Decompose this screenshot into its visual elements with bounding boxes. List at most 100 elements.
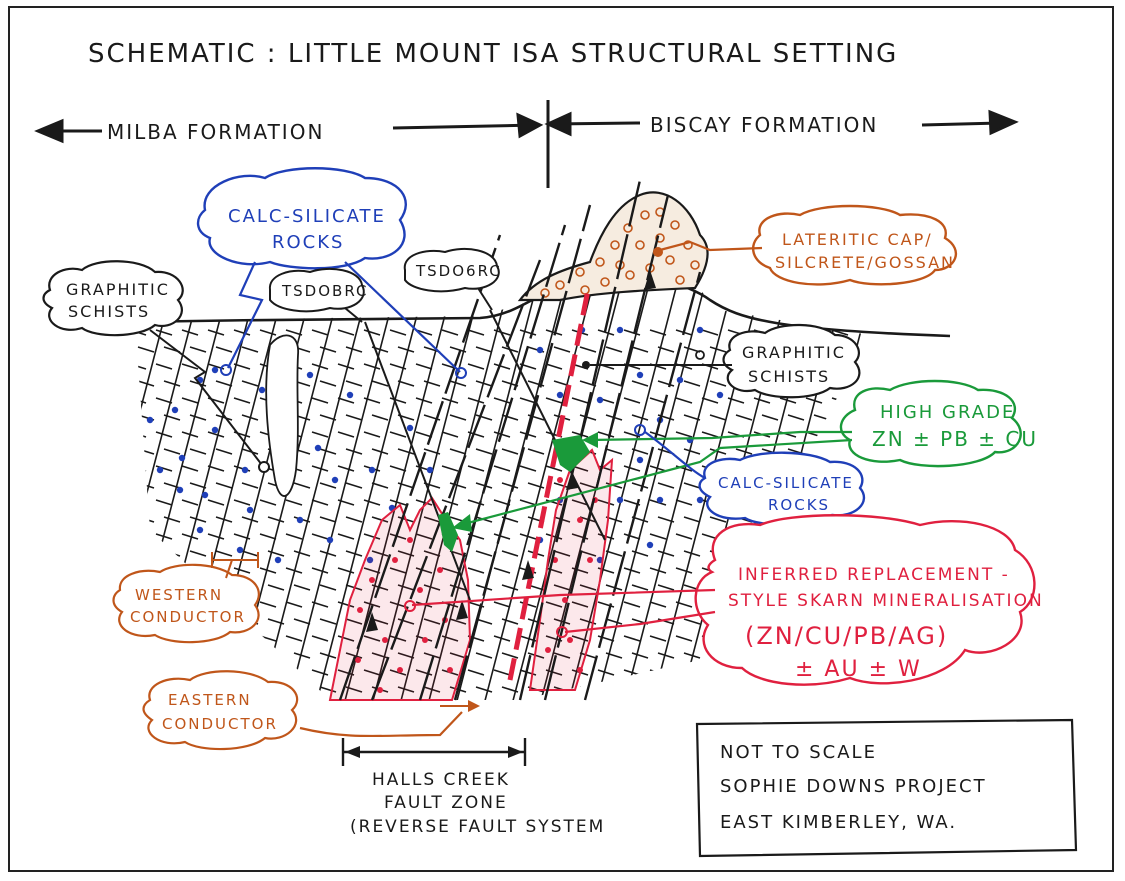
cleavage-stroke: [839, 686, 857, 693]
cleavage-stroke: [467, 499, 485, 506]
cleavage-stroke: [215, 414, 233, 421]
cleavage-stroke: [631, 346, 649, 353]
cleavage-stroke: [475, 686, 493, 693]
skarn-dot: [577, 517, 583, 523]
cleavage-stroke: [423, 380, 441, 387]
drill-1-label: TSDOBRC: [281, 282, 368, 300]
cleavage-stroke: [501, 448, 519, 455]
cleavage-stroke: [155, 533, 173, 540]
cleavage-stroke: [319, 482, 337, 489]
cleavage-stroke: [293, 686, 311, 693]
cleavage-stroke: [155, 431, 173, 438]
skarn-dot: [397, 667, 403, 673]
cleavage-stroke: [135, 499, 147, 506]
cleavage-stroke: [363, 499, 381, 506]
cleavage-stroke: [215, 346, 233, 353]
cap-circle: [655, 233, 665, 243]
cleavage-stroke: [519, 329, 537, 336]
cleavage-stroke: [267, 584, 285, 591]
cleavage-stroke: [623, 567, 641, 574]
cleavage-stroke: [135, 431, 147, 438]
cap-circle: [540, 288, 550, 298]
cleavage-stroke: [571, 635, 589, 642]
cleavage-stroke: [163, 652, 181, 659]
cleavage-stroke: [137, 380, 155, 387]
cleavage-stroke: [675, 567, 693, 574]
cleavage-stroke: [519, 669, 537, 676]
cleavage-stroke: [631, 652, 649, 659]
rock-dot: [258, 386, 266, 394]
cleavage-stroke: [319, 516, 337, 523]
calc-silicate-right-line1: CALC-SILICATE: [718, 474, 854, 492]
fault-zone-label: HALLS CREEK FAULT ZONE (REVERSE FAULT SY…: [341, 738, 603, 837]
skarn-dot: [587, 557, 593, 563]
cleavage-stroke: [181, 363, 199, 370]
cleavage-stroke: [415, 499, 433, 506]
cleavage-stroke: [163, 448, 181, 455]
cleavage-stroke: [467, 669, 485, 676]
cleavage-stroke: [501, 414, 519, 421]
cap-circle: [610, 240, 620, 250]
cleavage-stroke: [259, 329, 277, 336]
cleavage-stroke: [519, 533, 537, 540]
cap-circle: [690, 260, 700, 270]
rock-dot: [171, 406, 179, 414]
cleavage-stroke: [189, 516, 207, 523]
cleavage-stroke: [345, 516, 363, 523]
cleavage-stroke: [683, 448, 701, 455]
cleavage-stroke: [207, 431, 225, 438]
cleavage-stroke: [319, 380, 337, 387]
cleavage-stroke: [727, 669, 745, 676]
cleavage-stroke: [285, 499, 303, 506]
rock-dot: [616, 326, 624, 334]
cleavage-stroke: [709, 380, 727, 387]
cleavage-stroke: [813, 686, 831, 693]
cleavage-stroke: [449, 414, 467, 421]
cleavage-stroke: [683, 482, 701, 489]
cleavage-stroke: [449, 618, 467, 625]
cleavage-stroke: [397, 686, 415, 693]
cleavage-stroke: [545, 363, 563, 370]
cleavage-stroke: [293, 652, 311, 659]
bedding-line: [0, 180, 32, 720]
rock-dot: [636, 456, 644, 464]
cleavage-stroke: [189, 448, 207, 455]
cleavage-stroke: [709, 686, 727, 693]
cleavage-stroke: [657, 516, 675, 523]
cleavage-stroke: [649, 465, 667, 472]
cleavage-stroke: [865, 380, 870, 387]
fault-zone-line1: HALLS CREEK: [372, 770, 510, 790]
skarn-dot: [357, 607, 363, 613]
cleavage-stroke: [163, 482, 181, 489]
cleavage-stroke: [415, 431, 433, 438]
cleavage-stroke: [259, 499, 277, 506]
cleavage-stroke: [467, 329, 485, 336]
skarn-line4: ± AU ± W: [795, 657, 922, 682]
cleavage-stroke: [345, 380, 363, 387]
cleavage-stroke: [545, 465, 563, 472]
rock-dot: [196, 526, 204, 534]
cleavage-stroke: [319, 618, 337, 625]
cleavage-stroke: [285, 329, 303, 336]
cleavage-stroke: [884, 364, 900, 369]
cleavage-stroke: [337, 499, 355, 506]
cleavage-stroke: [597, 635, 615, 642]
cleavage-stroke: [675, 397, 693, 404]
cleavage-stroke: [241, 380, 259, 387]
cleavage-stroke: [527, 652, 545, 659]
cleavage-stroke: [892, 687, 908, 692]
cleavage-stroke: [761, 414, 779, 421]
cleavage-stroke: [779, 397, 797, 404]
cleavage-stroke: [501, 482, 519, 489]
cleavage-stroke: [623, 465, 641, 472]
rock-dot: [636, 371, 644, 379]
cleavage-stroke: [311, 601, 329, 608]
cleavage-stroke: [319, 414, 337, 421]
cleavage-stroke: [389, 363, 407, 370]
cleavage-stroke: [137, 550, 155, 557]
cleavage-stroke: [467, 397, 485, 404]
rock-dot: [211, 426, 219, 434]
cleavage-stroke: [805, 397, 823, 404]
cleavage-stroke: [137, 652, 155, 659]
